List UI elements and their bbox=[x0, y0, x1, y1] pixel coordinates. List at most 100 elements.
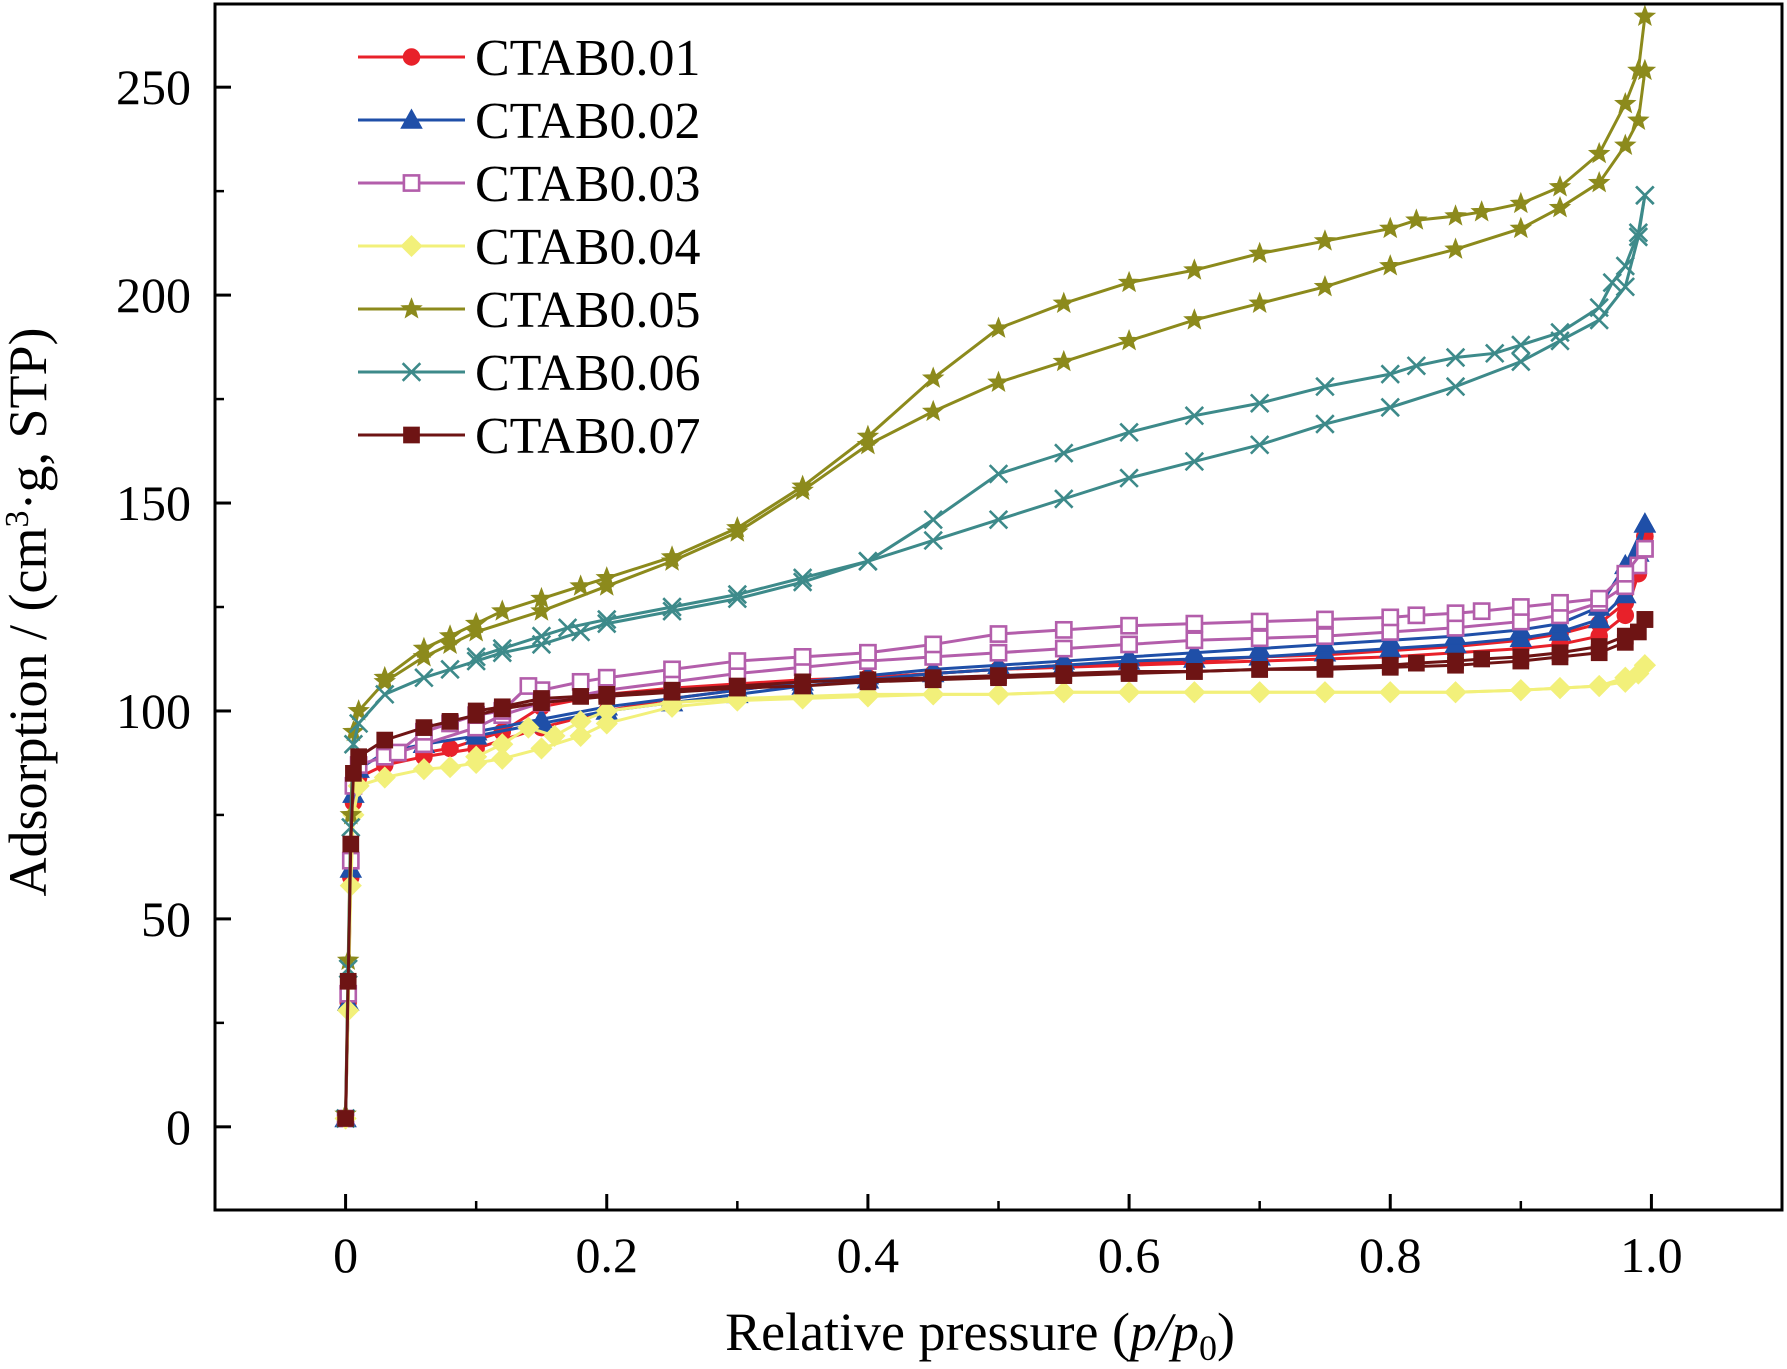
marker-CTAB0.04-desorption-6 bbox=[1379, 681, 1402, 704]
marker-CTAB0.06-desorption-24 bbox=[531, 626, 552, 646]
marker-CTAB0.04-desorption-21 bbox=[517, 716, 540, 739]
marker-CTAB0.03-desorption-3 bbox=[1551, 593, 1569, 612]
marker-CTAB0.05-desorption-22 bbox=[569, 574, 592, 596]
x-tick-label: 0.2 bbox=[576, 1227, 639, 1283]
marker-CTAB0.05-adsorption-24 bbox=[1509, 216, 1533, 239]
y-tick-label: 200 bbox=[116, 267, 191, 323]
marker-CTAB0.03-desorption-23 bbox=[519, 677, 538, 695]
marker-CTAB0.06-desorption-21 bbox=[662, 597, 682, 617]
marker-CTAB0.06-adsorption-22 bbox=[1249, 435, 1270, 455]
legend: CTAB0.01 CTAB0.02 CTAB0.03 CTAB0.04 CTAB0.05… bbox=[358, 30, 701, 465]
marker-CTAB0.06-desorption-17 bbox=[923, 509, 943, 530]
marker-CTAB0.03-desorption-1 bbox=[1616, 564, 1635, 583]
marker-CTAB0.07-desorption-12 bbox=[1120, 663, 1138, 680]
marker-CTAB0.07-desorption-20 bbox=[598, 685, 616, 703]
marker-CTAB0.06-adsorption-26 bbox=[1511, 351, 1531, 372]
marker-CTAB0.06-desorption-13 bbox=[1184, 405, 1205, 426]
marker-CTAB0.05-desorption-13 bbox=[1117, 270, 1141, 293]
marker-CTAB0.04-desorption-20 bbox=[543, 724, 566, 747]
marker-CTAB0.07-adsorption-3 bbox=[345, 764, 362, 782]
marker-CTAB0.05-adsorption-28 bbox=[1627, 108, 1650, 131]
marker-CTAB0.05-desorption-26 bbox=[438, 624, 462, 646]
marker-CTAB0.06-adsorption-4 bbox=[348, 713, 369, 734]
marker-CTAB0.03-desorption-8 bbox=[1381, 608, 1400, 627]
marker-CTAB0.05-desorption-23 bbox=[530, 586, 553, 609]
marker-CTAB0.07-desorption-21 bbox=[572, 688, 589, 705]
marker-CTAB0.07-adsorption-6 bbox=[415, 719, 433, 736]
marker-CTAB0.04-desorption-0 bbox=[1633, 654, 1656, 677]
marker-CTAB0.05-adsorption-21 bbox=[1313, 274, 1337, 297]
marker-CTAB0.07-desorption-0 bbox=[1636, 611, 1654, 628]
marker-CTAB0.07-desorption-6 bbox=[1447, 652, 1464, 670]
y-tick-label: 50 bbox=[141, 891, 191, 947]
marker-CTAB0.05-adsorption-27 bbox=[1614, 133, 1637, 155]
marker-CTAB0.07-desorption-5 bbox=[1473, 650, 1491, 668]
marker-CTAB0.06-desorption-16 bbox=[988, 464, 1009, 484]
marker-CTAB0.04-adsorption-5 bbox=[373, 766, 396, 789]
marker-CTAB0.04-desorption-8 bbox=[1248, 681, 1271, 704]
marker-CTAB0.06-desorption-0 bbox=[1635, 185, 1655, 206]
marker-CTAB0.05-adsorption-26 bbox=[1587, 171, 1611, 193]
marker-CTAB0.07-adsorption-4 bbox=[350, 748, 367, 766]
marker-CTAB0.05-desorption-18 bbox=[791, 474, 814, 496]
marker-CTAB0.05-adsorption-10 bbox=[595, 574, 618, 596]
marker-CTAB0.03-adsorption-21 bbox=[1316, 627, 1334, 646]
marker-CTAB0.05-adsorption-22 bbox=[1379, 254, 1402, 276]
marker-CTAB0.07-desorption-9 bbox=[1316, 658, 1334, 676]
marker-CTAB0.06-adsorption-23 bbox=[1315, 414, 1335, 434]
marker-CTAB0.02-desorption-8 bbox=[1248, 637, 1271, 658]
marker-CTAB0.04-desorption-13 bbox=[922, 683, 945, 706]
marker-CTAB0.04-desorption-18 bbox=[595, 699, 618, 723]
marker-CTAB0.04-adsorption-9 bbox=[491, 747, 514, 770]
marker-CTAB0.06-adsorption-7 bbox=[440, 659, 460, 680]
marker-CTAB0.04-desorption-12 bbox=[987, 683, 1010, 706]
marker-CTAB0.05-adsorption-25 bbox=[1548, 195, 1572, 218]
legend-label: CTAB0.06 bbox=[475, 345, 701, 402]
marker-CTAB0.03-desorption-2 bbox=[1590, 589, 1609, 608]
marker-CTAB0.06-desorption-14 bbox=[1119, 422, 1139, 443]
marker-CTAB0.06-desorption-8 bbox=[1445, 347, 1466, 368]
marker-CTAB0.03-adsorption-19 bbox=[1185, 631, 1204, 650]
marker-CTAB0.02-desorption-9 bbox=[1183, 641, 1206, 662]
marker-CTAB0.05-desorption-14 bbox=[1052, 291, 1076, 313]
marker-CTAB0.01-desorption-22 bbox=[441, 739, 459, 758]
marker-CTAB0.07-desorption-2 bbox=[1590, 638, 1608, 655]
marker-CTAB0.04-desorption-22 bbox=[491, 733, 514, 756]
marker-CTAB0.04-desorption-19 bbox=[569, 710, 592, 733]
marker-CTAB0.03-desorption-21 bbox=[571, 672, 590, 691]
marker-CTAB0.05-desorption-15 bbox=[987, 316, 1010, 338]
marker-CTAB0.03-adsorption-17 bbox=[1054, 639, 1073, 658]
legend-item-CTAB0.06: CTAB0.06 bbox=[358, 345, 701, 402]
legend-swatch-marker bbox=[400, 234, 423, 258]
marker-CTAB0.03-desorption-4 bbox=[1511, 598, 1530, 616]
marker-CTAB0.07-desorption-18 bbox=[728, 677, 746, 695]
marker-CTAB0.06-desorption-12 bbox=[1249, 393, 1270, 413]
marker-CTAB0.07-adsorption-5 bbox=[376, 731, 394, 749]
marker-CTAB0.07-desorption-10 bbox=[1251, 661, 1269, 678]
marker-CTAB0.06-desorption-15 bbox=[1054, 443, 1074, 463]
marker-CTAB0.03-desorption-5 bbox=[1472, 602, 1491, 621]
marker-CTAB0.06-desorption-9 bbox=[1406, 356, 1427, 376]
marker-CTAB0.03-desorption-6 bbox=[1446, 604, 1465, 623]
marker-CTAB0.03-desorption-7 bbox=[1407, 606, 1426, 625]
marker-CTAB0.05-desorption-24 bbox=[491, 599, 514, 621]
marker-CTAB0.07-desorption-13 bbox=[1055, 665, 1073, 682]
marker-CTAB0.03-desorption-16 bbox=[859, 643, 877, 662]
marker-CTAB0.07-desorption-23 bbox=[493, 698, 511, 716]
marker-CTAB0.03-adsorption-24 bbox=[1511, 612, 1530, 631]
marker-CTAB0.03-adsorption-23 bbox=[1446, 618, 1465, 637]
marker-CTAB0.05-desorption-3 bbox=[1587, 141, 1611, 164]
marker-CTAB0.07-adsorption-2 bbox=[342, 835, 360, 853]
y-tick-label: 150 bbox=[116, 475, 191, 531]
legend-swatch-marker bbox=[402, 174, 421, 192]
marker-CTAB0.03-desorption-20 bbox=[597, 668, 616, 687]
marker-CTAB0.05-desorption-11 bbox=[1248, 241, 1271, 264]
marker-CTAB0.06-desorption-1 bbox=[1628, 223, 1649, 243]
marker-CTAB0.06-desorption-20 bbox=[727, 584, 748, 605]
marker-CTAB0.06-adsorption-24 bbox=[1380, 397, 1400, 418]
marker-CTAB0.05-desorption-16 bbox=[921, 366, 945, 388]
x-tick-label: 0 bbox=[333, 1227, 358, 1283]
x-axis-title: Relative pressure (p/p0) bbox=[725, 1302, 1235, 1368]
series-CTAB0.07 bbox=[337, 611, 1654, 1127]
x-tick-label: 1.0 bbox=[1620, 1227, 1683, 1283]
